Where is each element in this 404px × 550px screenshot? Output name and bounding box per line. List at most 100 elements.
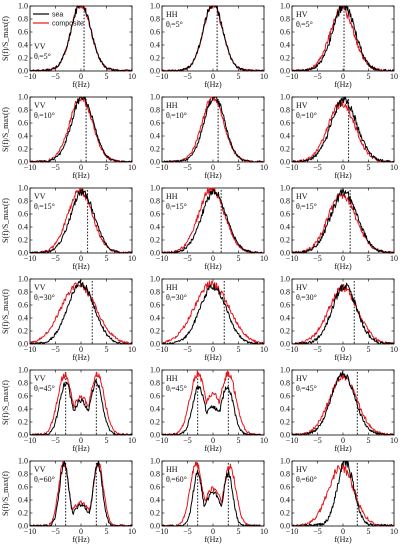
y-tick-label: 0.6 — [280, 28, 290, 37]
y-tick-label: 1.0 — [150, 2, 160, 11]
x-tick-label: 5 — [237, 527, 241, 536]
panel-vv-row6: −10 −5 0 5 10 0.0 0.2 0.4 0.6 0.8 1.0 f(Hz) S(f)/S_m… — [1, 457, 136, 544]
y-tick-label: 0.4 — [150, 496, 160, 505]
x-tick-label: 0 — [79, 72, 83, 81]
y-tick-label: 0.4 — [150, 314, 160, 323]
y-tick-label: 0.8 — [280, 106, 290, 115]
x-tick-label: 10 — [390, 254, 398, 263]
x-tick-label: 5 — [105, 436, 109, 445]
series-composite — [161, 280, 265, 345]
y-tick-label: 0.4 — [280, 405, 290, 414]
y-tick-label: 0.6 — [18, 301, 28, 310]
y-tick-label: 0.0 — [18, 522, 28, 531]
y-tick-label: 0.8 — [150, 15, 160, 24]
series-sea — [161, 188, 265, 254]
x-tick-label: −5 — [313, 436, 322, 445]
x-axis-label: f(Hz) — [72, 444, 90, 453]
series-sea — [291, 371, 395, 436]
x-tick-label: −10 — [156, 254, 169, 263]
incidence-angle-label: θᵢ=60° — [296, 475, 317, 484]
y-axis-label: S(f)/S_max(f) — [1, 380, 10, 425]
y-tick-label: 0.4 — [280, 314, 290, 323]
x-tick-label: −5 — [313, 72, 322, 81]
x-tick-label: 5 — [105, 527, 109, 536]
y-tick-label: 0.4 — [280, 132, 290, 141]
x-tick-label: 5 — [237, 254, 241, 263]
y-tick-label: 0.2 — [18, 54, 28, 63]
x-tick-label: 0 — [341, 527, 345, 536]
x-tick-label: −10 — [24, 345, 37, 354]
y-tick-label: 0.6 — [150, 392, 160, 401]
x-tick-label: 10 — [390, 527, 398, 536]
y-tick-label: 0.2 — [18, 327, 28, 336]
x-tick-label: −5 — [51, 527, 60, 536]
y-tick-label: 0.8 — [150, 288, 160, 297]
y-tick-label: 0.2 — [280, 418, 290, 427]
polarization-label: HH — [166, 10, 178, 19]
polarization-label: VV — [34, 101, 46, 110]
y-tick-label: 1.0 — [280, 93, 290, 102]
incidence-angle-label: θᵢ=30° — [166, 293, 187, 302]
incidence-angle-label: θᵢ=5° — [166, 20, 183, 29]
y-tick-label: 0.4 — [150, 223, 160, 232]
x-tick-label: −5 — [313, 527, 322, 536]
y-tick-label: 0.0 — [18, 67, 28, 76]
y-axis-label: S(f)/S_max(f) — [1, 198, 10, 243]
x-tick-label: 5 — [367, 527, 371, 536]
y-tick-label: 0.6 — [18, 392, 28, 401]
y-tick-label: 0.2 — [150, 418, 160, 427]
series-sea — [161, 469, 264, 527]
y-tick-label: 0.2 — [280, 145, 290, 154]
y-tick-label: 0.4 — [150, 41, 160, 50]
polarization-label: HH — [166, 283, 178, 292]
x-tick-label: −10 — [156, 345, 169, 354]
x-tick-label: −5 — [313, 345, 322, 354]
y-tick-label: 0.6 — [150, 210, 160, 219]
x-tick-label: −5 — [51, 72, 60, 81]
x-axis-label: f(Hz) — [204, 535, 222, 544]
y-tick-label: 0.2 — [150, 509, 160, 518]
series-sea — [29, 460, 133, 527]
x-tick-label: 10 — [390, 345, 398, 354]
y-tick-label: 0.4 — [18, 405, 28, 414]
x-tick-label: 10 — [260, 72, 268, 81]
y-tick-label: 1.0 — [280, 457, 290, 466]
y-tick-label: 0.8 — [150, 470, 160, 479]
series-sea — [291, 460, 395, 527]
polarization-label: VV — [34, 374, 46, 383]
series-sea — [291, 188, 395, 254]
legend-label-composite: composite — [52, 20, 84, 27]
y-tick-label: 1.0 — [18, 275, 28, 284]
y-tick-label: 0.8 — [150, 197, 160, 206]
series-sea — [161, 5, 264, 72]
x-tick-label: 0 — [211, 527, 215, 536]
incidence-angle-label: θᵢ=60° — [34, 475, 55, 484]
x-tick-label: 0 — [79, 163, 83, 172]
x-tick-label: 0 — [341, 254, 345, 263]
x-tick-label: 0 — [341, 345, 345, 354]
x-tick-label: 10 — [260, 436, 268, 445]
x-tick-label: 10 — [260, 345, 268, 354]
y-tick-label: 0.2 — [18, 509, 28, 518]
y-tick-label: 0.8 — [18, 288, 28, 297]
y-tick-label: 0.0 — [18, 340, 28, 349]
x-tick-label: −5 — [51, 254, 60, 263]
series-sea — [29, 188, 133, 254]
y-tick-label: 0.0 — [280, 158, 290, 167]
x-tick-label: −5 — [183, 163, 192, 172]
y-tick-label: 0.6 — [150, 28, 160, 37]
x-tick-label: −10 — [24, 72, 37, 81]
x-tick-label: −10 — [286, 72, 299, 81]
x-tick-label: −5 — [51, 345, 60, 354]
x-tick-label: 10 — [390, 163, 398, 172]
y-tick-label: 0.4 — [280, 496, 290, 505]
plot-frame — [29, 5, 133, 72]
x-tick-label: 0 — [79, 527, 83, 536]
x-tick-label: 0 — [211, 345, 215, 354]
polarization-label: HH — [166, 374, 178, 383]
y-tick-label: 1.0 — [18, 184, 28, 193]
x-axis-label: f(Hz) — [204, 444, 222, 453]
